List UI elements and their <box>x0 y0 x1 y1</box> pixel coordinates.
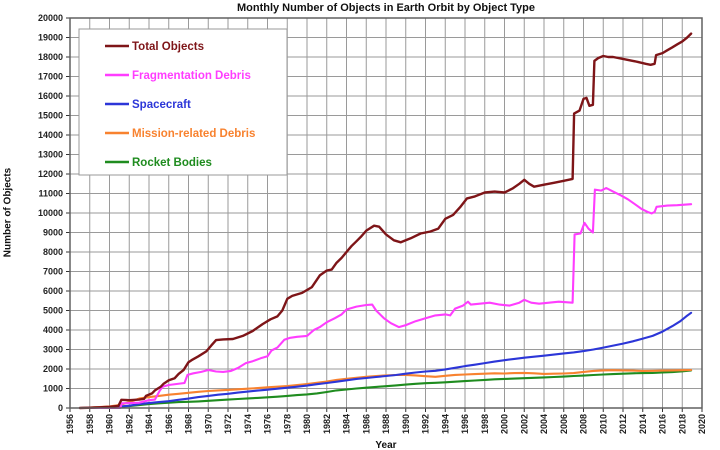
y-tick-label: 5000 <box>43 306 63 316</box>
x-tick-label: 1958 <box>85 414 95 434</box>
y-tick-label: 20000 <box>38 13 63 23</box>
x-tick-label: 2002 <box>519 414 529 434</box>
x-tick-label: 1962 <box>124 414 134 434</box>
x-tick-labels: 1956 1958 1960 1962 1964 1966 1968 1970 1972 1974… <box>65 414 707 434</box>
x-tick-label: 1986 <box>361 414 371 434</box>
x-tick-label: 1964 <box>144 414 154 434</box>
legend: Total Objects Fragmentation Debris Spacecr… <box>78 28 288 176</box>
y-tick-label: 16000 <box>38 91 63 101</box>
y-tick-label: 15000 <box>38 111 63 121</box>
series-line-spacecraft <box>78 311 693 410</box>
x-tick-label: 1972 <box>223 414 233 434</box>
x-tick-label: 1988 <box>381 414 391 434</box>
y-tick-label: 8000 <box>43 247 63 257</box>
legend-item-total-objects: Total Objects <box>105 41 204 53</box>
legend-label: Mission-related Debris <box>132 128 255 140</box>
legend-label: Spacecraft <box>132 99 191 111</box>
x-tick-label: 2014 <box>638 414 648 434</box>
x-tick-label: 1980 <box>302 414 312 434</box>
series-line-total-objects <box>78 32 693 410</box>
x-tick-label: 1970 <box>203 414 213 434</box>
x-tick-label: 1984 <box>342 414 352 434</box>
x-tick-label: 2006 <box>559 414 569 434</box>
y-tick-label: 13000 <box>38 150 63 160</box>
x-tick-label: 1976 <box>263 414 273 434</box>
y-tick-label: 4000 <box>43 325 63 335</box>
x-tick-label: 2012 <box>618 414 628 434</box>
x-tick-label: 1974 <box>243 414 253 434</box>
legend-item-fragmentation-debris: Fragmentation Debris <box>105 70 251 82</box>
y-tick-label: 19000 <box>38 33 63 43</box>
y-tick-label: 14000 <box>38 130 63 140</box>
x-tick-label: 1990 <box>401 414 411 434</box>
x-tick-label: 1968 <box>184 414 194 434</box>
legend-item-spacecraft: Spacecraft <box>105 99 191 111</box>
legend-box <box>78 28 288 176</box>
x-tick-label: 1978 <box>282 414 292 434</box>
legend-item-mission-related-debris: Mission-related Debris <box>105 128 255 140</box>
x-tick-label: 1960 <box>105 414 115 434</box>
y-tick-label: 11000 <box>38 189 63 199</box>
x-tick-label: 1966 <box>164 414 174 434</box>
y-axis-title: Number of Objects <box>2 167 14 258</box>
y-tick-label: 3000 <box>43 345 63 355</box>
y-tick-label: 0 <box>58 403 63 413</box>
x-tick-label: 1982 <box>322 414 332 434</box>
x-tick-label: 1998 <box>480 414 490 434</box>
y-tick-label: 10000 <box>38 208 63 218</box>
x-axis-title: Year <box>375 440 397 450</box>
y-tick-label: 17000 <box>38 72 63 82</box>
x-tick-label: 2020 <box>697 414 707 434</box>
series-line-rocket-bodies <box>78 369 693 410</box>
x-tick-label: 2010 <box>598 414 608 434</box>
chart-title: Monthly Number of Objects in Earth Orbit… <box>236 2 536 14</box>
legend-label: Total Objects <box>132 41 204 53</box>
series-line-fragmentation-debris <box>78 186 693 410</box>
x-tick-label: 2000 <box>500 414 510 434</box>
x-tick-label: 1996 <box>460 414 470 434</box>
x-tick-label: 2016 <box>658 414 668 434</box>
y-tick-label: 7000 <box>43 267 63 277</box>
legend-label: Rocket Bodies <box>132 157 212 169</box>
x-tick-label: 2018 <box>677 414 687 434</box>
x-tick-label: 1956 <box>65 414 75 434</box>
x-tick-label: 1992 <box>421 414 431 434</box>
plot-border <box>69 17 703 409</box>
x-tick-label: 2008 <box>579 414 589 434</box>
legend-label: Fragmentation Debris <box>132 70 251 82</box>
x-tick-label: 2004 <box>539 414 549 434</box>
y-tick-label: 2000 <box>43 364 63 374</box>
y-tick-label: 9000 <box>43 228 63 238</box>
legend-item-rocket-bodies: Rocket Bodies <box>105 157 212 169</box>
x-tick-label: 1994 <box>440 414 450 434</box>
y-tick-labels: 0 1000 2000 3000 4000 5000 6000 7000 8000 9000 100… <box>38 13 63 413</box>
y-tick-label: 18000 <box>38 52 63 62</box>
y-tick-label: 1000 <box>43 384 63 394</box>
y-tick-label: 6000 <box>43 286 63 296</box>
y-tick-label: 12000 <box>38 169 63 179</box>
